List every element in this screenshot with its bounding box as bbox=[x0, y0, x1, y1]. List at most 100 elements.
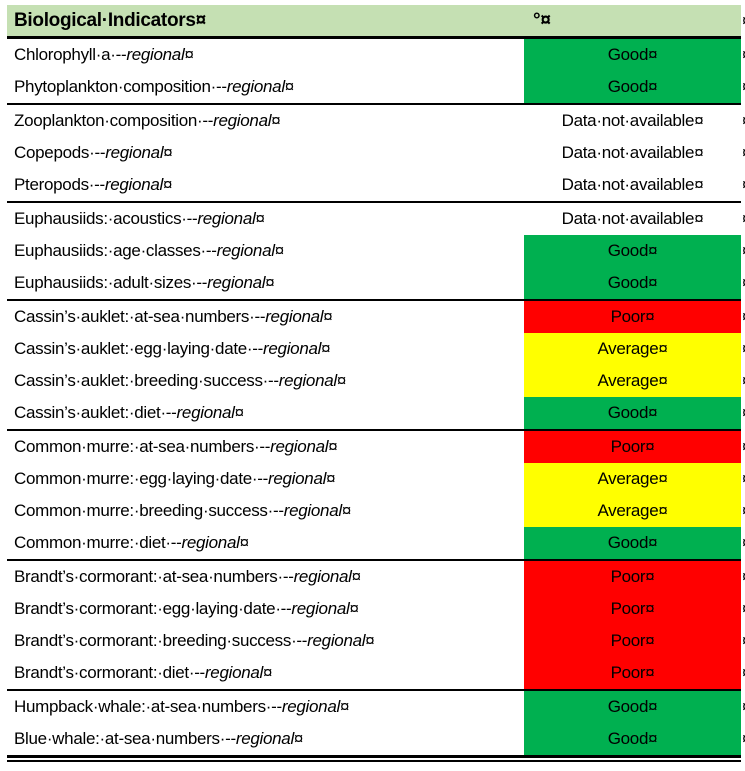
indicator-regional-text: regional bbox=[265, 307, 324, 326]
status-text: Good bbox=[607, 403, 649, 422]
degree-symbol: ° bbox=[533, 9, 541, 31]
status-text: Good bbox=[607, 533, 649, 552]
pilcrow-cell-end-mark: ¤ bbox=[195, 9, 207, 31]
pilcrow-cell-end-mark: ¤ bbox=[274, 241, 284, 260]
pilcrow-cell-end-mark: ¤ bbox=[234, 403, 244, 422]
row-end-mark: ¤ bbox=[742, 235, 745, 267]
indicator-name-cell: Humpback·whale:·at-sea·numbers·-- regiona… bbox=[7, 691, 524, 723]
table-row: Blue·whale:·at-sea·numbers·-- regional ¤ Go… bbox=[7, 723, 745, 755]
pilcrow-cell-end-mark: ¤ bbox=[293, 729, 304, 748]
pilcrow-cell-end-mark: ¤ bbox=[648, 241, 658, 260]
status-text: Poor bbox=[610, 599, 646, 618]
indicator-name-cell: Euphausiids:·age·classes·-- regional ¤ bbox=[7, 235, 524, 267]
indicator-name-text: Common·murre:·diet·-- bbox=[14, 533, 182, 552]
pilcrow-cell-end-mark: ¤ bbox=[162, 175, 173, 194]
row-end-mark: ¤ bbox=[742, 561, 745, 593]
row-end-mark: ¤ bbox=[742, 203, 745, 235]
pilcrow-cell-end-mark: ¤ bbox=[323, 307, 333, 326]
biological-indicators-table: Biological·Indicators¤ °¤ ¤ Chlorophyll·… bbox=[7, 5, 745, 762]
indicator-name-cell: Common·murre:·egg·laying·date·-- regional… bbox=[7, 463, 524, 495]
row-end-mark: ¤ bbox=[742, 593, 745, 625]
status-text: Good bbox=[607, 697, 649, 716]
status-cell: Data·not·available ¤ bbox=[524, 169, 741, 201]
indicator-regional-text: regional bbox=[267, 469, 327, 488]
status-text: Data·not·available bbox=[561, 175, 695, 194]
status-text: Poor bbox=[610, 631, 646, 650]
indicator-name-cell: Blue·whale:·at-sea·numbers·-- regional ¤ bbox=[7, 723, 524, 755]
table-section-4: Cassin’s·auklet:·at-sea·numbers·-- region… bbox=[7, 301, 745, 431]
table-row: Brandt’s·cormorant:·egg·laying·date·-- re… bbox=[7, 593, 745, 625]
indicator-regional-text: regional bbox=[226, 77, 285, 96]
indicator-name-text: Brandt’s·cormorant:·at-sea·numbers·-- bbox=[14, 567, 294, 586]
row-end-mark: ¤ bbox=[742, 71, 745, 103]
indicator-regional-text: regional bbox=[270, 437, 329, 456]
pilcrow-cell-end-mark: ¤ bbox=[694, 111, 704, 130]
pilcrow-cell-end-mark: ¤ bbox=[648, 533, 658, 552]
row-end-mark: ¤ bbox=[742, 625, 745, 657]
pilcrow-cell-end-mark: ¤ bbox=[648, 729, 658, 748]
table-row: Brandt’s·cormorant:·diet·-- regional ¤ Poor… bbox=[7, 657, 745, 689]
indicator-name-text: Cassin’s·auklet:·diet·-- bbox=[14, 403, 177, 422]
status-text: Average bbox=[597, 371, 659, 390]
status-cell: Poor ¤ bbox=[524, 593, 741, 625]
table-row: Copepods·--regional¤Data·not·available¤¤ bbox=[7, 137, 745, 169]
row-end-mark: ¤ bbox=[742, 397, 745, 429]
indicator-name-cell: Euphausiids:·acoustics·-- regional ¤ bbox=[7, 203, 524, 235]
table-row: Common·murre:·egg·laying·date·-- regional… bbox=[7, 463, 745, 495]
indicator-name-text: Phytoplankton·composition·-- bbox=[14, 77, 227, 96]
indicator-name-cell: Chlorophyll·a·-- regional ¤ bbox=[7, 39, 524, 71]
status-cell: Data·not·available ¤ bbox=[524, 203, 741, 235]
status-cell: Average ¤ bbox=[524, 333, 741, 365]
pilcrow-cell-end-mark: ¤ bbox=[351, 567, 361, 586]
indicator-name-cell: Euphausiids:·adult·sizes·-- regional ¤ bbox=[7, 267, 524, 299]
status-cell: Data·not·available ¤ bbox=[524, 105, 741, 137]
status-text: Good bbox=[607, 273, 649, 292]
indicator-regional-text: regional bbox=[176, 403, 235, 422]
status-cell: Good ¤ bbox=[524, 39, 741, 71]
row-end-mark: ¤ bbox=[742, 301, 745, 333]
indicator-name-cell: Common·murre:·breeding·success·-- regiona… bbox=[7, 495, 524, 527]
row-end-mark: ¤ bbox=[742, 333, 745, 365]
status-text: Good bbox=[607, 45, 649, 64]
pilcrow-cell-end-mark: ¤ bbox=[658, 339, 668, 358]
indicator-regional-text: regional bbox=[281, 697, 340, 716]
pilcrow-cell-end-mark: ¤ bbox=[341, 501, 351, 520]
status-cell: Data·not·available ¤ bbox=[524, 137, 741, 169]
row-end-mark: ¤ bbox=[742, 657, 745, 689]
pilcrow-cell-end-mark: ¤ bbox=[658, 371, 668, 390]
indicator-name-text: Brandt’s·cormorant:·breeding·success·-- bbox=[14, 631, 308, 650]
table-bottom-double-border bbox=[7, 760, 741, 762]
indicator-name-text: Brandt’s·cormorant:·egg·laying·date·-- bbox=[14, 599, 292, 618]
indicator-name-text: Humpback·whale:·at-sea·numbers·-- bbox=[14, 697, 282, 716]
row-end-mark: ¤ bbox=[742, 527, 745, 559]
status-cell: Poor ¤ bbox=[524, 657, 741, 689]
table-row: Cassin’s·auklet:·breeding·success·-- regi… bbox=[7, 365, 745, 397]
indicator-name-cell: Cassin’s·auklet:·egg·laying·date·-- regio… bbox=[7, 333, 524, 365]
indicator-name-cell: Brandt’s·cormorant:·egg·laying·date·-- re… bbox=[7, 593, 524, 625]
indicator-regional-text: regional bbox=[104, 175, 163, 194]
pilcrow-cell-end-mark: ¤ bbox=[239, 533, 249, 552]
indicator-name-text: Pteropods·-- bbox=[14, 175, 105, 194]
table-section-6: Brandt’s·cormorant:·at-sea·numbers·-- reg… bbox=[7, 561, 745, 691]
row-end-mark: ¤ bbox=[742, 5, 745, 36]
indicator-name-cell: Brandt’s·cormorant:·breeding·success·-- r… bbox=[7, 625, 524, 657]
table-row: Zooplankton·composition·-- regional ¤ Data·… bbox=[7, 105, 745, 137]
indicator-regional-text: regional bbox=[291, 599, 350, 618]
indicator-regional-text: regional bbox=[263, 339, 322, 358]
indicator-regional-text: regional bbox=[235, 729, 294, 748]
pilcrow-cell-end-mark: ¤ bbox=[694, 175, 704, 194]
status-cell: Poor ¤ bbox=[524, 561, 741, 593]
status-cell: Poor ¤ bbox=[524, 301, 741, 333]
indicator-name-text: Cassin’s·auklet:·at-sea·numbers·-- bbox=[14, 307, 266, 326]
indicator-name-text: Common·murre:·breeding·success·-- bbox=[14, 501, 284, 520]
row-end-mark: ¤ bbox=[742, 267, 745, 299]
indicator-table-body: Chlorophyll·a·--regional¤Good¤¤Phytoplan… bbox=[7, 39, 745, 758]
row-end-mark: ¤ bbox=[742, 365, 745, 397]
table-section-5: Common·murre:·at-sea·numbers·-- regional ¤… bbox=[7, 431, 745, 561]
status-cell: Good ¤ bbox=[524, 235, 741, 267]
table-row: Euphausiids:·age·classes·-- regional ¤ Good… bbox=[7, 235, 745, 267]
pilcrow-cell-end-mark: ¤ bbox=[658, 501, 668, 520]
indicator-regional-text: regional bbox=[181, 533, 240, 552]
table-row: Common·murre:·diet·--regional¤Good¤¤ bbox=[7, 527, 745, 559]
indicator-name-cell: Pteropods·-- regional ¤ bbox=[7, 169, 524, 201]
